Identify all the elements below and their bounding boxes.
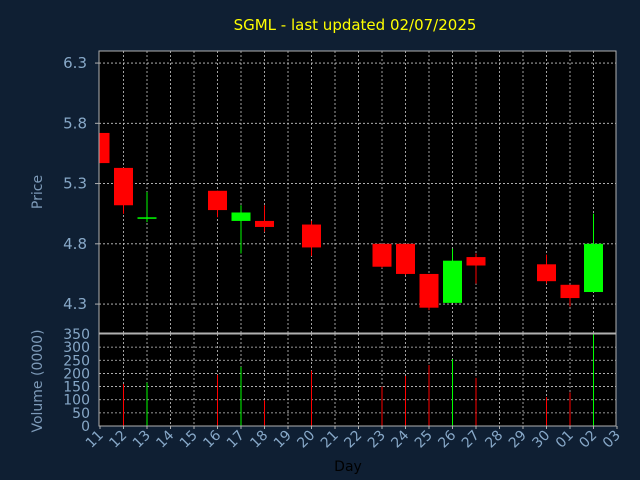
candle — [537, 254, 556, 284]
candle-body — [560, 284, 580, 299]
volume-panel — [99, 334, 616, 426]
price-tick-label: 4.3 — [63, 295, 87, 313]
candle-body — [419, 273, 439, 308]
candle-body — [208, 190, 227, 211]
candle — [302, 220, 321, 256]
candle-body — [137, 217, 157, 219]
price-candles — [99, 132, 603, 311]
candle — [208, 190, 227, 218]
candle — [466, 253, 486, 284]
candle-body — [584, 243, 603, 293]
candle-body — [466, 257, 486, 266]
volume-tick-label: 150 — [63, 380, 90, 396]
price-tick-label: 4.8 — [63, 235, 87, 253]
volume-tick-label: 100 — [63, 393, 90, 409]
chart-title: SGML - last updated 02/07/2025 — [234, 16, 477, 34]
volume-tick-label: 300 — [63, 340, 90, 356]
day-tick-labels: 11 12 13 14 15 16 17 18 19 20 21 22 23 24 25 26 27 28 29 30… — [83, 426, 624, 451]
volume-axis-label: Volume (0000) — [30, 329, 46, 432]
candle-body — [443, 260, 462, 303]
candle — [372, 243, 392, 268]
volume-tick-label: 0 — [81, 419, 90, 435]
candle — [560, 284, 580, 307]
candle-body — [537, 264, 556, 282]
candle-body — [302, 224, 321, 248]
volume-bars — [123, 334, 594, 426]
volume-tick-label: 50 — [72, 406, 90, 422]
price-panel-frame — [98, 50, 617, 334]
candle — [584, 213, 603, 293]
volume-tick-label: 200 — [63, 366, 90, 382]
candle-body — [114, 167, 133, 206]
volume-tick-label: 350 — [63, 327, 90, 343]
candle — [396, 243, 415, 276]
candle — [419, 273, 439, 311]
volume-panel-frame — [98, 333, 617, 427]
candle-body — [100, 132, 110, 164]
candle — [99, 132, 110, 164]
volume-tick-label: 250 — [63, 353, 90, 369]
price-panel — [99, 51, 616, 333]
price-axis-label: Price — [30, 175, 46, 209]
price-tick-label: 5.3 — [63, 175, 87, 193]
candle — [443, 248, 462, 303]
price-tick-labels: 6.3 5.8 5.3 4.8 4.3 — [63, 54, 99, 313]
x-axis-label: Day — [334, 459, 362, 475]
candle — [255, 205, 274, 232]
candle-body — [255, 220, 274, 227]
candle-body — [396, 243, 415, 274]
price-tick-label: 6.3 — [63, 54, 87, 72]
candle-body — [231, 212, 251, 221]
candle — [231, 205, 251, 254]
price-tick-label: 5.8 — [63, 114, 87, 132]
candle — [137, 192, 157, 223]
candle-body — [372, 243, 392, 267]
candle — [114, 167, 133, 214]
